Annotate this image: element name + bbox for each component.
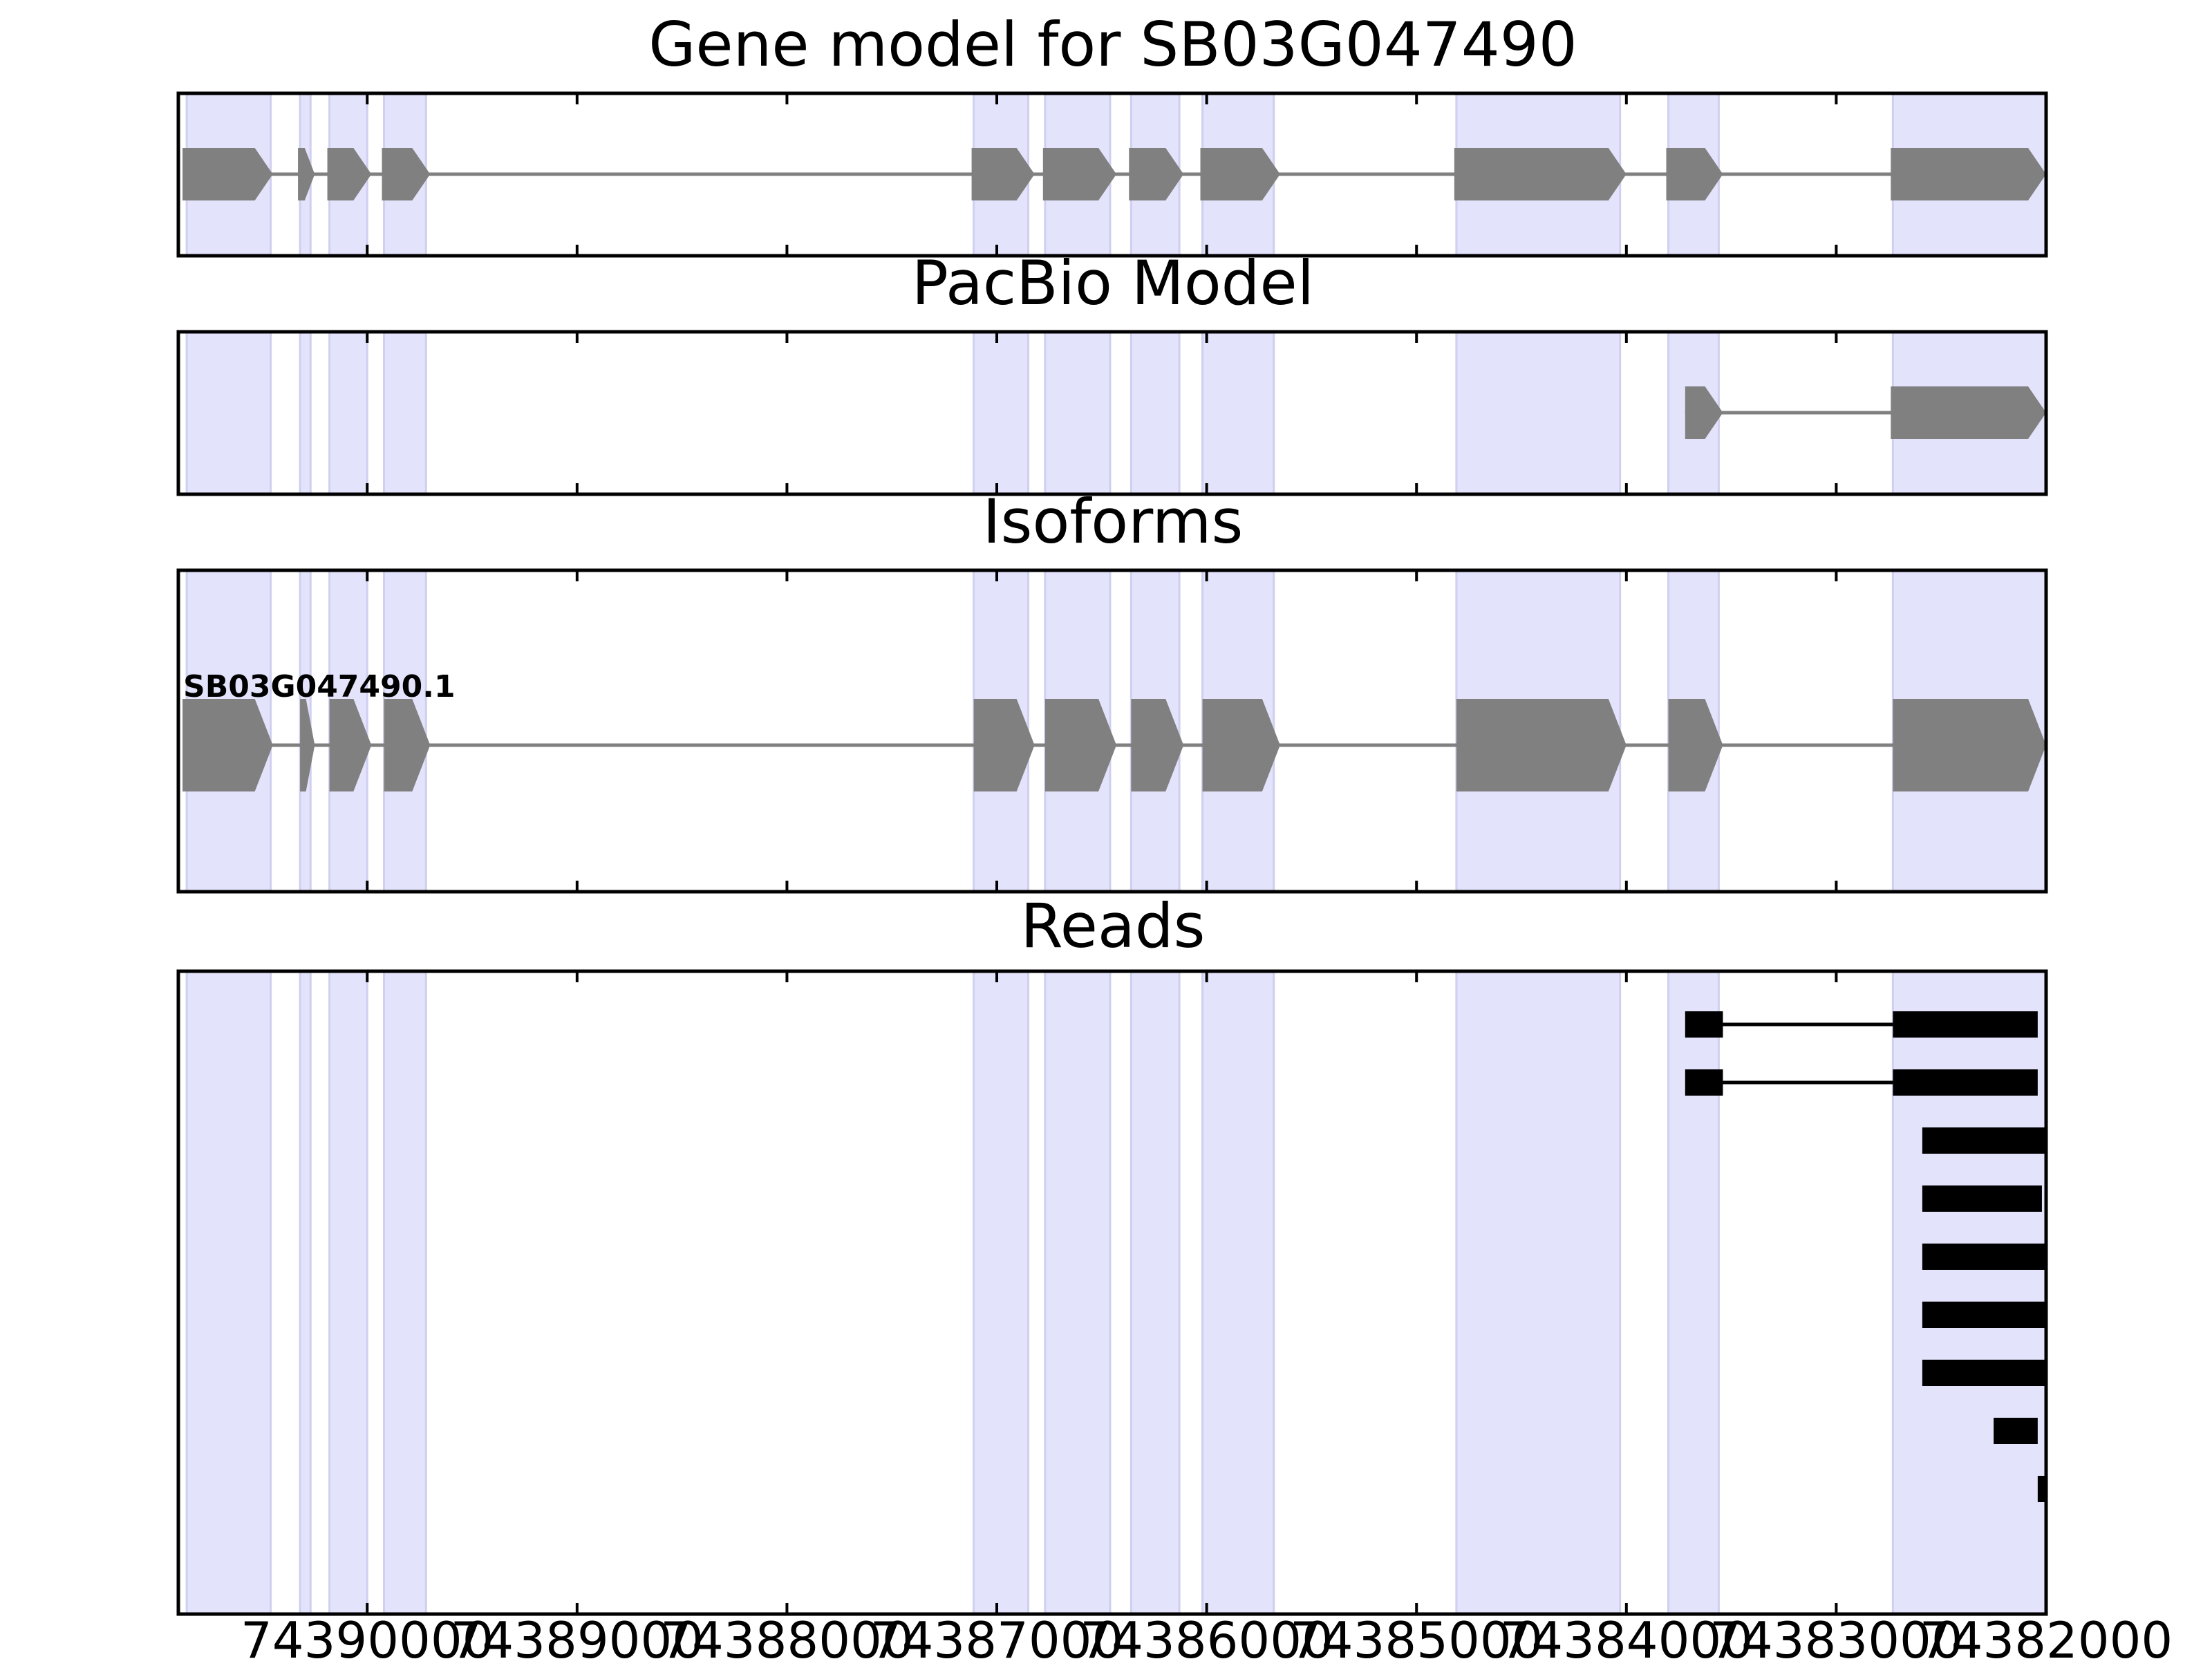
exon-arrow xyxy=(1129,148,1184,200)
exon-arrow xyxy=(327,148,372,200)
exon-arrow xyxy=(1131,699,1184,791)
panel-title-isoforms: Isoforms xyxy=(983,486,1244,557)
exon-shade-region xyxy=(1044,330,1112,496)
exon-arrow xyxy=(1200,148,1280,200)
x-tick-label: 74385000 xyxy=(1290,1611,1543,1659)
exon-shade-region xyxy=(1130,970,1181,1615)
exon-arrow xyxy=(1044,699,1117,791)
exon-shade-region xyxy=(299,970,312,1615)
exon-arrow xyxy=(1202,699,1280,791)
x-tick-label: 74388000 xyxy=(660,1611,913,1659)
read-segment xyxy=(1893,1069,2038,1096)
x-tick-label: 74383000 xyxy=(1709,1611,1962,1659)
x-tick-label: 74382000 xyxy=(1920,1611,2173,1659)
exon-shade-region xyxy=(383,330,427,496)
exon-arrow xyxy=(1891,148,2046,200)
exon-arrow xyxy=(1891,386,2046,439)
panel-frame xyxy=(176,969,2048,1616)
x-tick-label: 74389000 xyxy=(451,1611,704,1659)
exon-shade-region xyxy=(1201,970,1275,1615)
exon-shade-region xyxy=(1455,970,1622,1615)
exon-shade-region xyxy=(973,330,1030,496)
exon-arrow xyxy=(1668,699,1723,791)
panel-gene-model xyxy=(176,91,2048,258)
exon-shade-region xyxy=(185,330,272,496)
panel-frame xyxy=(176,330,2048,496)
exon-shade-region xyxy=(185,970,272,1615)
read-segment xyxy=(2037,1476,2046,1502)
panel-title-reads: Reads xyxy=(1021,890,1206,962)
exon-arrow xyxy=(298,148,315,200)
exon-arrow xyxy=(1685,386,1723,439)
exon-arrow xyxy=(971,148,1035,200)
exon-arrow xyxy=(382,148,431,200)
read-segment xyxy=(1922,1244,2046,1270)
read-segment xyxy=(1893,1011,2038,1038)
read-segment xyxy=(1922,1360,2046,1386)
exon-shade-region xyxy=(1201,330,1275,496)
exon-arrow xyxy=(182,699,273,791)
exon-shade-region xyxy=(973,970,1030,1615)
exon-arrow xyxy=(329,699,372,791)
exon-arrow xyxy=(1042,148,1117,200)
exon-shade-region xyxy=(383,970,427,1615)
exon-arrow xyxy=(1666,148,1723,200)
exon-arrow xyxy=(1456,699,1627,791)
exon-shade-region xyxy=(1130,330,1181,496)
x-tick-label: 74386000 xyxy=(1080,1611,1333,1659)
read-segment xyxy=(1922,1302,2046,1328)
exon-shade-region xyxy=(328,330,368,496)
exon-arrow xyxy=(182,148,273,200)
read-segment xyxy=(1922,1127,2046,1154)
exon-arrow xyxy=(1893,699,2046,791)
isoform-label: SB03G047490.1 xyxy=(183,669,456,704)
panel-reads xyxy=(176,969,2048,1616)
panel-isoforms xyxy=(176,568,2048,894)
exon-arrow xyxy=(384,699,431,791)
read-segment xyxy=(1685,1011,1723,1038)
read-segment xyxy=(1922,1185,2042,1212)
exon-shade-region xyxy=(1891,970,2047,1615)
read-segment xyxy=(1685,1069,1723,1096)
exon-shade-region xyxy=(1044,970,1112,1615)
exon-shade-region xyxy=(1455,330,1622,496)
panel-frame xyxy=(176,568,2048,894)
panel-title-pacbio-model: PacBio Model xyxy=(912,247,1314,319)
panel-frame xyxy=(176,91,2048,258)
exon-arrow xyxy=(300,699,315,791)
x-tick-label: 74387000 xyxy=(870,1611,1123,1659)
exon-arrow xyxy=(973,699,1035,791)
x-axis-tick-labels: 7439000074389000743880007438700074386000… xyxy=(241,1611,2173,1659)
x-tick-label: 74390000 xyxy=(241,1611,494,1659)
read-segment xyxy=(1994,1418,2038,1444)
panel-pacbio-model xyxy=(176,330,2048,496)
exon-shade-region xyxy=(1667,970,1720,1615)
exon-shade-region xyxy=(328,970,368,1615)
exon-shade-region xyxy=(299,330,312,496)
exon-arrow xyxy=(1454,148,1627,200)
panel-title-gene-model: Gene model for SB03G047490 xyxy=(648,9,1577,80)
x-tick-label: 74384000 xyxy=(1500,1611,1753,1659)
